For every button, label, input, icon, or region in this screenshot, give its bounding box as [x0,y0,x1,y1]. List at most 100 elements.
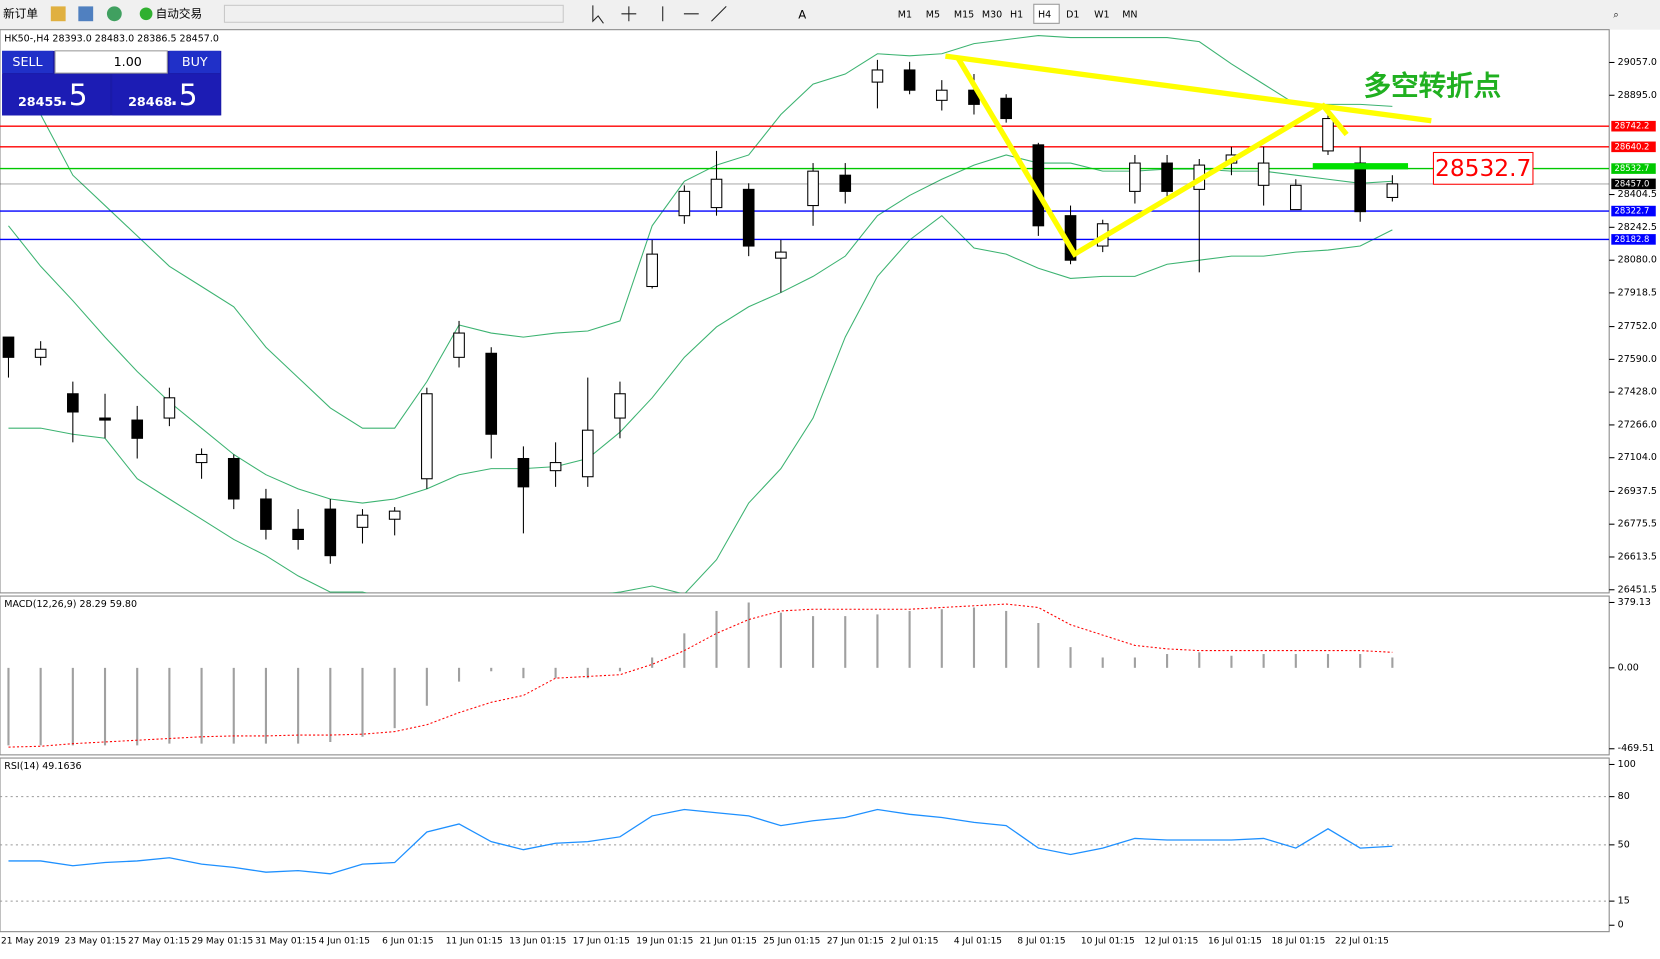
candle-body [678,190,691,217]
candle-body [710,178,723,209]
y-tick-label: 28404.5 [1618,189,1657,200]
timeframe-button[interactable]: D1 [1066,9,1079,20]
candle-body [517,457,530,488]
candle-body [260,498,272,530]
icon[interactable] [78,6,94,22]
timeframe-button[interactable]: M15 [954,9,974,20]
rsi-line [8,808,1393,875]
level-tag [1611,141,1656,153]
new-order-button[interactable]: 新订单 [3,6,38,20]
candle-body [1354,162,1367,213]
y-tick-label: 0.00 [1618,662,1639,673]
candle-body [163,397,176,419]
pattern-line [955,56,1349,258]
timeframe-button[interactable]: W1 [1094,9,1109,20]
candle-body [1289,184,1302,211]
buy-label[interactable]: BUY [182,54,208,69]
time-label: 25 Jun 01:15 [763,937,820,947]
y-tick-label: 80 [1618,791,1630,802]
time-label: 6 Jun 01:15 [382,937,433,947]
auto-trading-button[interactable]: 自动交易 [156,6,203,20]
y-tick-label: 27590.0 [1618,354,1657,365]
draw-tools[interactable] [662,6,727,22]
auto-trading-icon[interactable] [139,7,153,21]
sell-label[interactable]: SELL [12,54,42,69]
y-tick-label: 26775.5 [1618,519,1657,530]
y-tick-label: 0 [1618,920,1624,931]
bid-price: 28455 [18,94,62,109]
level-tag [1611,178,1656,190]
candle-body [1129,162,1141,192]
y-tick-label: 28895.0 [1618,90,1657,101]
time-label: 17 Jun 01:15 [573,937,630,947]
toolbar [0,0,1660,30]
candle-body [356,514,369,528]
ask-fraction: .5 [169,77,197,112]
timeframe-button[interactable]: M1 [898,9,912,20]
time-label: 12 Jul 01:15 [1144,937,1198,947]
y-tick-label: 27266.0 [1618,419,1657,430]
candle-body [839,174,852,192]
candle-body [549,462,562,472]
candle-body [131,419,144,439]
candle-body [1257,162,1270,186]
chart-header: HK50-,H4 28393.0 28483.0 28386.5 28457.0 [4,34,219,45]
y-tick-label: 28080.0 [1618,255,1657,266]
bollinger-upper [8,35,1393,429]
annotation-text: 多空转折点 [1364,70,1502,102]
bid-button[interactable] [2,74,111,116]
active-timeframe [1033,3,1060,24]
macd-panel [0,595,1610,756]
timeframe-button[interactable]: MN [1122,9,1137,20]
macd-signal [8,603,1393,748]
time-label: 27 May 01:15 [128,937,190,947]
candle-body [292,528,304,540]
y-tick-label: 26451.5 [1618,584,1657,595]
crosshair-tool[interactable] [621,6,637,22]
y-tick-label: 26937.5 [1618,486,1657,497]
icon[interactable] [106,6,122,22]
candle-body [903,69,916,91]
candle-body [807,170,819,207]
price-callout [1432,151,1534,185]
y-tick-label: 27918.5 [1618,287,1657,298]
y-tick-label: 27428.0 [1618,387,1657,398]
sell-button[interactable] [2,50,53,74]
timeframe-button[interactable]: H1 [1010,9,1023,20]
candle-body [67,393,79,413]
candle-body [99,417,111,421]
trade-panel: SELL 1.00 BUY 28455 .5 28468 .5 [2,50,222,116]
timeframe-button[interactable]: M30 [982,9,1002,20]
level-tag [1611,234,1656,245]
candle-body [34,348,47,358]
candle-body [421,393,433,480]
text-tool[interactable]: A [798,7,806,21]
search-icon[interactable]: ⌕ [1613,9,1618,20]
candle-body [453,332,465,358]
y-tick-label: 15 [1618,896,1630,907]
y-tick-label: 100 [1618,759,1636,770]
macd-label: MACD(12,26,9) 28.29 59.80 [4,599,137,610]
buy-button[interactable] [169,50,221,74]
level-tag [1611,163,1656,174]
time-label: 29 May 01:15 [192,937,254,947]
y-tick-label: 27752.0 [1618,321,1657,332]
cursor-tool[interactable] [592,5,604,24]
icon[interactable] [50,6,66,22]
ask-button[interactable] [112,74,221,116]
timeframe-button[interactable]: H4 [1038,9,1051,20]
bollinger-lower [8,214,1393,593]
lots-input[interactable] [54,50,168,74]
candle-body [646,253,658,288]
time-label: 21 Jun 01:15 [700,937,757,947]
lots-value[interactable]: 1.00 [114,54,142,69]
y-tick-label: 50 [1618,839,1630,850]
time-label: 2 Jul 01:15 [890,937,938,947]
timeframe-button[interactable]: M5 [926,9,940,20]
time-label: 22 Jul 01:15 [1335,937,1389,947]
y-tick-label: 28242.5 [1618,222,1657,233]
candle-body [2,336,15,358]
level-label: 28182.8 [1614,234,1649,244]
